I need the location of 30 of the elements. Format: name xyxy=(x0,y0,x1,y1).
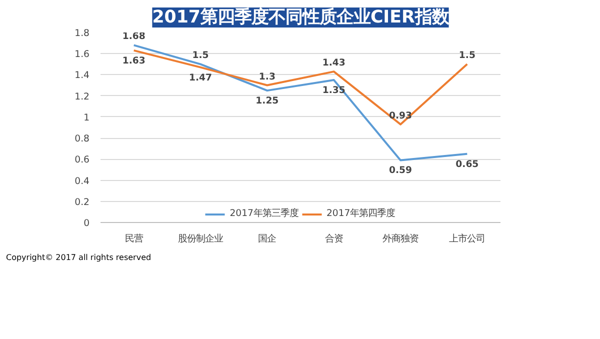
y-tick-label: 1.8 xyxy=(74,28,90,39)
y-tick-label: 0.6 xyxy=(74,154,90,166)
y-tick-label: 0.4 xyxy=(74,176,90,187)
data-label: 0.65 xyxy=(456,158,479,170)
y-tick-label: 1.4 xyxy=(74,70,90,82)
data-label: 1.5 xyxy=(458,50,476,62)
x-tick-label: 上市公司 xyxy=(449,234,486,244)
y-tick-label: 1.6 xyxy=(74,49,90,60)
x-tick-label: 股份制企业 xyxy=(178,234,223,244)
x-tick-label: 民营 xyxy=(124,234,143,244)
y-tick-label: 0.8 xyxy=(74,134,90,145)
legend-label: 2017年第四季度 xyxy=(326,207,396,220)
data-label: 1.43 xyxy=(322,58,346,69)
data-label: 1.25 xyxy=(256,96,279,107)
x-tick-label: 国企 xyxy=(258,234,276,244)
data-label: 1.68 xyxy=(122,31,146,42)
y-tick-label: 1.2 xyxy=(74,91,90,102)
y-tick-label: 0 xyxy=(84,218,90,229)
legend-label: 2017年第三季度 xyxy=(230,207,298,220)
data-label: 1.63 xyxy=(122,55,146,66)
data-label: 1.3 xyxy=(258,71,276,82)
chart-title: 2017第四季度不同性质企业CIER指数 xyxy=(152,8,450,28)
data-label: 1.47 xyxy=(188,72,212,84)
data-label: 0.59 xyxy=(388,165,412,176)
y-tick-label: 1 xyxy=(84,112,90,124)
x-tick-label: 合资 xyxy=(324,234,343,244)
y-tick-label: 0.2 xyxy=(74,196,90,208)
text: Copyright© 2017 all rights reserved xyxy=(6,252,152,264)
x-tick-label: 外商独资 xyxy=(382,234,418,244)
data-label: 1.5 xyxy=(192,50,209,62)
